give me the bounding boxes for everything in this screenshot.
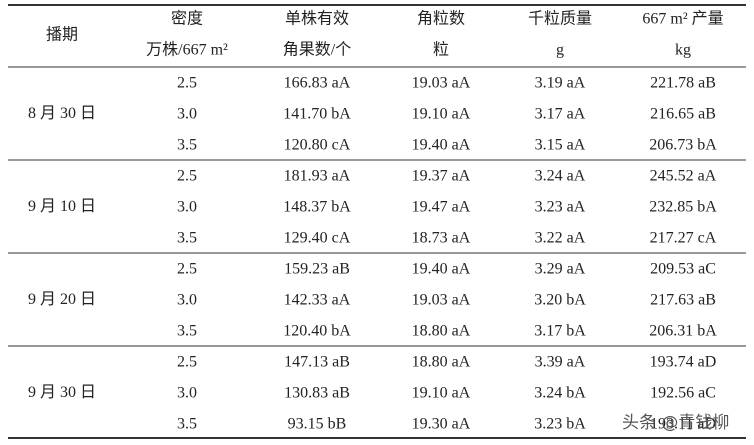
data-cell: 181.93 aA <box>284 168 351 185</box>
data-cell: 206.73 bA <box>649 137 717 154</box>
data-cell: 19.40 aA <box>412 137 471 154</box>
data-cell: 3.5 <box>177 137 197 154</box>
data-cell: 148.37 bA <box>283 199 351 216</box>
data-cell: 18.80 aA <box>412 323 471 340</box>
header-cell: 单株有效 <box>285 10 349 28</box>
header-cell: 千粒质量 <box>528 10 592 28</box>
date-cell: 9 月 10 日 <box>28 198 96 215</box>
data-cell: 217.27 cA <box>650 230 717 247</box>
watermark: 头条 @青钱柳 <box>622 413 729 433</box>
data-cell: 19.40 aA <box>412 261 471 278</box>
data-cell: 3.0 <box>177 106 197 123</box>
data-cell: 3.15 aA <box>535 137 586 154</box>
data-cell: 3.23 bA <box>534 416 586 433</box>
data-cell: 2.5 <box>177 354 197 371</box>
data-cell: 3.5 <box>177 416 197 433</box>
data-cell: 3.5 <box>177 230 197 247</box>
data-cell: 3.19 aA <box>535 75 586 92</box>
data-cell: 130.83 aB <box>284 385 350 402</box>
data-cell: 232.85 bA <box>649 199 717 216</box>
header-cell: 密度 <box>171 10 203 28</box>
data-cell: 18.80 aA <box>412 354 471 371</box>
data-cell: 19.30 aA <box>412 416 471 433</box>
data-cell: 3.0 <box>177 385 197 402</box>
data-cell: 93.15 bB <box>288 416 347 433</box>
data-cell: 166.83 aA <box>284 75 351 92</box>
data-cell: 193.74 aD <box>650 354 717 371</box>
data-cell: 147.13 aB <box>284 354 350 371</box>
data-cell: 120.40 bA <box>283 323 351 340</box>
date-cell: 8 月 30 日 <box>28 105 96 122</box>
header-cell: 角果数/个 <box>283 41 351 59</box>
data-cell: 3.29 aA <box>535 261 586 278</box>
data-cell: 221.78 aB <box>650 75 716 92</box>
data-cell: 3.24 aA <box>535 168 586 185</box>
data-cell: 19.03 aA <box>412 75 471 92</box>
data-cell: 129.40 cA <box>284 230 351 247</box>
data-cell: 3.39 aA <box>535 354 586 371</box>
data-cell: 19.47 aA <box>412 199 471 216</box>
data-cell: 19.37 aA <box>412 168 471 185</box>
date-cell: 9 月 20 日 <box>28 291 96 308</box>
data-cell: 19.10 aA <box>412 385 471 402</box>
data-cell: 3.24 bA <box>534 385 586 402</box>
data-cell: 3.5 <box>177 323 197 340</box>
date-cell: 9 月 30 日 <box>28 384 96 401</box>
data-cell: 141.70 bA <box>283 106 351 123</box>
data-cell: 3.20 bA <box>534 292 586 309</box>
data-cell: 193.11 aD <box>650 416 716 433</box>
data-cell: 2.5 <box>177 168 197 185</box>
data-cell: 2.5 <box>177 75 197 92</box>
header-cell: 万株/667 m² <box>146 41 228 59</box>
data-cell: 245.52 aA <box>650 168 717 185</box>
data-cell: 120.80 cA <box>284 137 351 154</box>
header-cell: kg <box>675 42 691 59</box>
data-cell: 209.53 aC <box>650 261 716 278</box>
data-cell: 18.73 aA <box>412 230 471 247</box>
data-cell: 217.63 aB <box>650 292 716 309</box>
data-cell: 3.22 aA <box>535 230 586 247</box>
data-cell: 19.10 aA <box>412 106 471 123</box>
data-cell: 3.23 aA <box>535 199 586 216</box>
data-cell: 206.31 bA <box>649 323 717 340</box>
data-cell: 3.17 bA <box>534 323 586 340</box>
data-cell: 159.23 aB <box>284 261 350 278</box>
header-cell: 播期 <box>46 26 78 44</box>
header-cell: 667 m² 产量 <box>642 10 723 28</box>
data-cell: 192.56 aC <box>650 385 716 402</box>
data-cell: 2.5 <box>177 261 197 278</box>
data-cell: 142.33 aA <box>284 292 351 309</box>
data-cell: 3.0 <box>177 199 197 216</box>
data-cell: 216.65 aB <box>650 106 716 123</box>
data-cell: 19.03 aA <box>412 292 471 309</box>
header-cell: 粒 <box>433 41 449 59</box>
header-cell: 角粒数 <box>417 10 465 28</box>
data-cell: 3.0 <box>177 292 197 309</box>
data-cell: 3.17 aA <box>535 106 586 123</box>
header-cell: g <box>556 42 564 59</box>
